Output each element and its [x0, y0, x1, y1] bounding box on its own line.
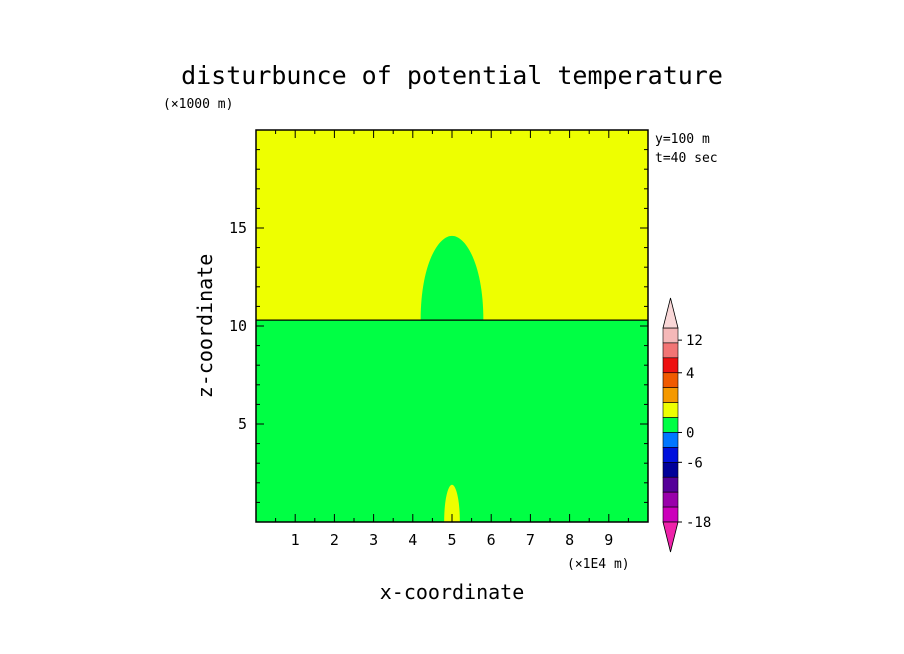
colorbar-segment — [662, 372, 679, 388]
colorbar-segment — [662, 506, 679, 523]
x-tick-label: 3 — [369, 531, 378, 549]
x-tick-label: 7 — [526, 531, 535, 549]
x-tick-label: 9 — [604, 531, 613, 549]
x-tick-label: 1 — [291, 531, 300, 549]
colorbar-extend-max — [662, 297, 679, 329]
colorbar-extend-min — [662, 521, 679, 553]
plot-area — [255, 129, 649, 523]
colorbar-segment — [662, 417, 679, 433]
colorbar-segment — [662, 387, 679, 403]
info-line-y: y=100 m — [655, 132, 710, 147]
colorbar-segment — [662, 447, 679, 463]
colorbar-tick-label: -6 — [686, 455, 703, 471]
x-unit-label: (×1E4 m) — [567, 557, 630, 572]
colorbar-segment — [662, 476, 679, 493]
colorbar-tick-label: 12 — [686, 333, 703, 349]
y-tick-label: 15 — [229, 219, 247, 237]
y-tick-label: 10 — [229, 317, 247, 335]
colorbar: 12 4 0 -6 -18 — [662, 297, 711, 553]
region-upper-dome — [420, 235, 484, 321]
colorbar-segment — [662, 402, 679, 418]
colorbar-tick-label: -18 — [686, 515, 711, 531]
chart-title: disturbunce of potential temperature — [181, 61, 723, 90]
x-tick-label: 4 — [408, 531, 417, 549]
colorbar-segment — [662, 432, 679, 448]
colorbar-segment — [662, 357, 679, 374]
info-line-t: t=40 sec — [655, 151, 718, 166]
colorbar-tick-label: 4 — [686, 366, 694, 382]
x-tick-label: 8 — [565, 531, 574, 549]
colorbar-segment — [662, 342, 679, 359]
x-axis-ticks: 1 2 3 4 5 6 7 8 9 — [255, 130, 649, 549]
colorbar-segment — [662, 462, 679, 478]
colorbar-segment — [662, 491, 679, 508]
region-lower-dome — [444, 484, 460, 522]
x-tick-label: 2 — [330, 531, 339, 549]
x-axis-label: x-coordinate — [380, 580, 525, 604]
colorbar-segment — [662, 327, 679, 344]
y-axis-label: z-coordinate — [193, 254, 217, 399]
y-tick-label: 5 — [238, 415, 247, 433]
x-tick-label: 6 — [487, 531, 496, 549]
colorbar-tick-label: 0 — [686, 425, 694, 441]
x-tick-label: 5 — [447, 531, 456, 549]
y-unit-label: (×1000 m) — [163, 97, 233, 112]
y-axis-ticks: 5 10 15 — [229, 129, 648, 523]
